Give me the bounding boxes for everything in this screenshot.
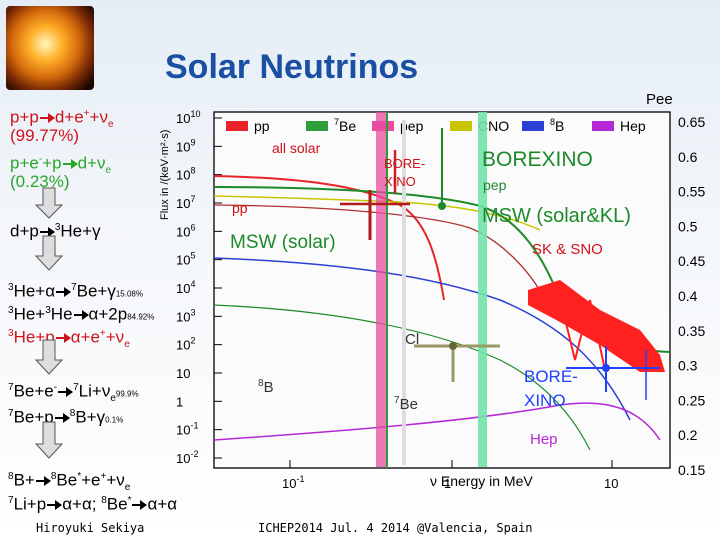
- x-axis-label: ν Energy in MeV: [430, 473, 533, 489]
- borexino-b8-point: [566, 346, 660, 392]
- legend-swatch: [450, 121, 472, 131]
- msw-solar-label: MSW (solar): [230, 232, 336, 253]
- hep-annotation-label: Hep: [530, 431, 558, 448]
- y-tick-label: 10-2: [176, 449, 198, 466]
- pee-axis-label: Pee: [646, 91, 673, 108]
- y-tick-label: 106: [176, 222, 195, 239]
- x-tick-label: 10: [604, 476, 618, 491]
- pee-tick-label: 0.35: [678, 323, 705, 339]
- down-arrow-2: [34, 235, 64, 271]
- pee-tick-label: 0.45: [678, 253, 705, 269]
- legend-label: Hep: [620, 118, 646, 134]
- y-tick-label: 10-1: [176, 421, 198, 438]
- borexino-small-label-2: XINO: [384, 174, 416, 189]
- y-tick-label: 107: [176, 194, 195, 211]
- be7-line: [376, 112, 386, 467]
- borexino-be7-point: [340, 150, 410, 240]
- reaction-pp-percent: (99.77%): [10, 126, 79, 145]
- y-tick-label: 10: [176, 366, 190, 381]
- b8-annotation-label: 8B: [258, 378, 274, 396]
- all-solar-label: all solar: [272, 140, 321, 156]
- pee-tick-label: 0.4: [678, 288, 698, 304]
- pee-tick-label: 0.6: [678, 149, 698, 165]
- borexino-b8-label-1: BORE-: [524, 367, 578, 386]
- hep-spectrum-curve: [213, 402, 661, 441]
- down-arrow-4: [34, 421, 64, 459]
- legend-label: pp: [254, 118, 270, 134]
- y-tick-label: 104: [176, 279, 195, 296]
- borexino-b8-label-2: XINO: [524, 391, 566, 410]
- sk-sno-label: SK & SNO: [532, 241, 603, 258]
- pep-line: [478, 112, 487, 467]
- reaction-he3-alpha: 3He+α 7Be+γ15.08%: [8, 281, 143, 301]
- x-tick-label: 10-1: [282, 474, 304, 491]
- y-tick-label: 105: [176, 251, 195, 268]
- y-tick-label: 1: [176, 394, 183, 409]
- msw-solar-kl-label: MSW (solar&KL): [482, 205, 631, 227]
- b8-band-spikes: [555, 281, 606, 371]
- reaction-li7-p: 7Li+p α+α; 8Be* α+α: [8, 494, 178, 514]
- reaction-arrows: [34, 187, 64, 459]
- reaction-he3-he3: 3He+3He α+2p84.92%: [8, 304, 155, 324]
- pep-measurement-point: [438, 128, 446, 210]
- footer-conference: ICHEP2014 Jul. 4 2014 @Valencia, Spain: [258, 521, 533, 535]
- borexino-big-label: BOREXINO: [482, 148, 593, 171]
- footer-author: Hiroyuki Sekiya: [36, 521, 145, 535]
- gray-band: [402, 120, 406, 465]
- cl-label: Cl: [405, 331, 419, 348]
- be7-annotation-label: 7Be: [394, 395, 418, 413]
- legend-label: 8B: [550, 117, 564, 134]
- y-tick-label: 109: [176, 137, 195, 154]
- y-tick-label: 103: [176, 307, 195, 324]
- y-tick-label: 102: [176, 336, 195, 353]
- reaction-pp: p+p d+e++νe: [10, 107, 114, 131]
- sun-image: [6, 6, 94, 90]
- reaction-be7-ec: 7Be+e- 7Li+νe99.9%: [8, 381, 139, 405]
- pee-tick-label: 0.2: [678, 427, 698, 443]
- down-arrow-3: [34, 339, 64, 375]
- cl-measurement-point: [414, 342, 500, 382]
- reaction-dp: d+p 3He+γ: [10, 221, 101, 241]
- legend-label: 7Be: [334, 117, 356, 134]
- legend-swatch: [226, 121, 248, 131]
- pee-tick-label: 0.15: [678, 462, 705, 478]
- pee-tick-label: 0.65: [678, 114, 705, 130]
- cno2-spectrum-curve: [213, 304, 591, 451]
- pee-tick-label: 0.3: [678, 358, 698, 374]
- pee-tick-label: 0.25: [678, 392, 705, 408]
- reaction-b8: 8B+ 8Be*+e++νe: [8, 470, 131, 494]
- reaction-pep: p+e-+p d+νe: [10, 153, 112, 177]
- pee-tick-label: 0.55: [678, 184, 705, 200]
- y-tick-label: 1010: [176, 109, 200, 126]
- borexino-small-label-1: BORE-: [384, 156, 425, 171]
- pep-annotation-label: pep: [483, 177, 507, 193]
- reaction-pep-percent: (0.23%): [10, 172, 70, 191]
- y-tick-label: 108: [176, 166, 195, 183]
- pee-tick-label: 0.5: [678, 218, 698, 234]
- chart-annotations: all solar pp MSW (solar) BORE- XINO BORE…: [230, 140, 631, 448]
- legend-swatch: [306, 121, 328, 131]
- y-axis-label: Flux in /(keV·m²·s): [159, 130, 171, 220]
- cno-spectrum-curve: [213, 195, 541, 231]
- x-tick-label: 1: [444, 476, 451, 491]
- legend-swatch: [592, 121, 614, 131]
- msw-solar-kl-curve: [213, 204, 546, 301]
- down-arrow-1: [34, 187, 64, 219]
- slide-title: Solar Neutrinos: [165, 48, 419, 86]
- pp-label: pp: [232, 200, 248, 216]
- legend-swatch: [522, 121, 544, 131]
